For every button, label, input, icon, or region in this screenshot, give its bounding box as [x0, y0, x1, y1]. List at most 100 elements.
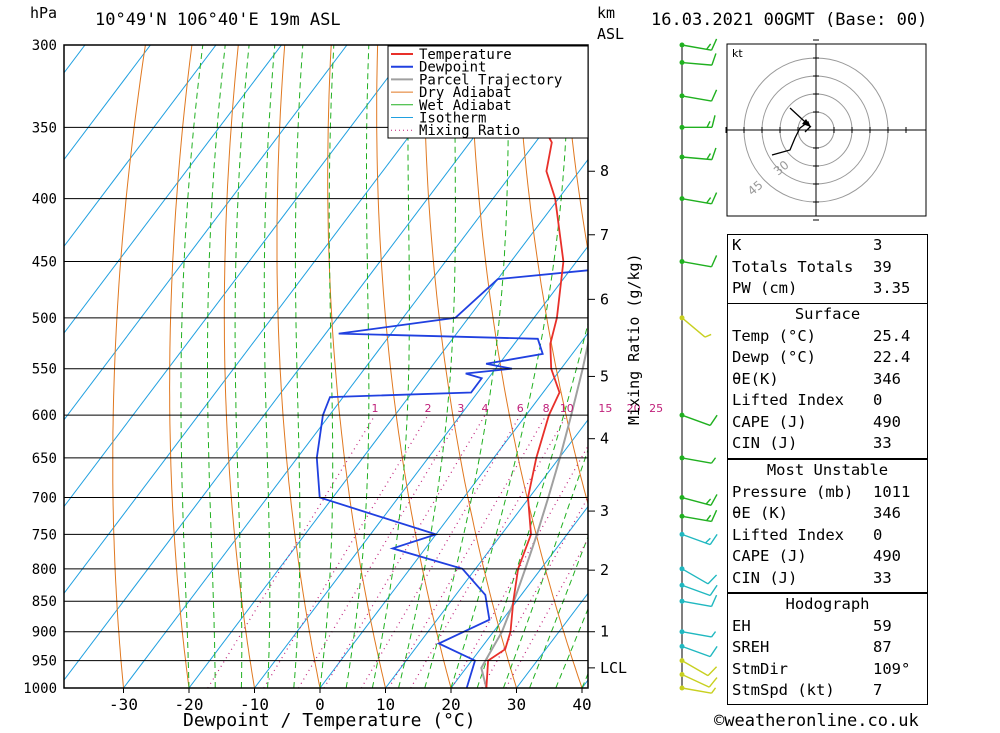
pressure-tick-label: 450	[32, 255, 57, 271]
wet-adiabat-line	[263, 45, 276, 688]
isotherm-line	[319, 332, 588, 688]
isotherm-line	[64, 45, 479, 595]
km-tick-label: 2	[600, 561, 609, 579]
pressure-tick-label: 650	[32, 451, 57, 467]
plot-frame	[63, 44, 589, 689]
wind-barb-flag	[710, 594, 718, 607]
mixing-ratio-line	[505, 537, 588, 688]
km-tick-label: 3	[600, 502, 609, 520]
surface-row: θE(K) 346	[732, 369, 901, 388]
km-tick-label: 4	[600, 430, 609, 448]
credit-link[interactable]: ©weatheronline.co.uk	[714, 711, 919, 731]
dry-adiabat-line	[376, 45, 452, 688]
hodo-row: EH 59	[732, 616, 892, 635]
mu-row: Pressure (mb) 1011	[732, 482, 911, 501]
wind-barb-dot	[679, 93, 685, 99]
wind-barb-shaft	[681, 95, 712, 102]
hodograph-unit: kt	[732, 47, 743, 60]
wind-barb-shaft	[681, 61, 712, 66]
wind-barb-shaft	[681, 584, 711, 597]
pressure-tick-label: 700	[32, 491, 57, 507]
pressure-tick-label: 600	[32, 408, 57, 424]
wind-barb-shaft	[681, 414, 711, 427]
wind-barb-flag	[708, 677, 718, 688]
wind-barb-shaft	[681, 533, 711, 546]
wind-barb-flag	[706, 121, 711, 128]
wind-barb-flag	[707, 574, 718, 585]
isotherm-line	[188, 158, 588, 688]
pressure-tick-label: 350	[32, 120, 57, 136]
legend-label: Dewpoint	[419, 60, 486, 76]
dewpoint-profile	[315, 269, 588, 688]
wind-barb-flag	[710, 457, 717, 464]
surface-title: Surface	[794, 305, 861, 323]
hodo-row: SREH 87	[732, 638, 892, 656]
surface-table: Surface Temp (°C) 25.4 Dewp (°C) 22.4 θE(K…	[727, 303, 928, 459]
wind-barb-dot	[679, 315, 685, 321]
hodograph-title: Hodograph	[785, 595, 870, 613]
pressure-tick-label: 1000	[23, 681, 57, 697]
wind-barb-dot	[679, 629, 685, 635]
wind-barb-flag	[705, 498, 712, 505]
pressure-tick-label: 550	[32, 362, 57, 378]
wind-barb-flag	[709, 584, 718, 596]
legend-label: Parcel Trajectory	[419, 72, 562, 88]
mixing-ratio-line	[263, 414, 429, 688]
wind-barb-dot	[679, 598, 685, 604]
legend-label: Dry Adiabat	[419, 85, 512, 101]
asl-unit-label: ASL	[597, 25, 625, 43]
isotherm-line	[64, 45, 413, 508]
wind-barb-dot	[679, 495, 685, 501]
wind-barb-dot	[679, 196, 685, 202]
wind-barb-flag	[711, 53, 717, 66]
wet-adiabat-line	[371, 45, 410, 688]
wind-barb-flag	[710, 192, 718, 205]
mixing-ratio-label: 2	[425, 402, 432, 415]
km-tick-label: 7	[600, 226, 609, 244]
wind-barb-flag	[710, 38, 718, 51]
surface-row: Lifted Index 0	[732, 391, 883, 409]
wet-adiabat-line	[180, 45, 204, 688]
dry-adiabat-line	[470, 45, 583, 688]
temperature-profile	[485, 45, 565, 688]
dry-adiabat-line	[562, 45, 588, 254]
wind-barb-flag	[707, 666, 718, 677]
wind-barb-flag	[706, 43, 712, 50]
mu-row: CIN (J) 33	[732, 568, 892, 587]
most-unstable-title: Most Unstable	[766, 461, 889, 479]
wind-barb-flag	[710, 509, 718, 522]
temperature-tick-label: -30	[109, 695, 138, 714]
dry-adiabat-line	[935, 45, 1000, 688]
mixing-ratio-label: 6	[517, 402, 524, 415]
wind-barb-flag	[706, 197, 712, 204]
y-axis-label-mixing-ratio: Mixing Ratio (g/kg)	[625, 253, 643, 425]
wet-adiabat-line	[293, 45, 304, 688]
wet-adiabat-line	[555, 607, 588, 688]
mixing-ratio-label: 10	[560, 402, 574, 415]
x-axis-label: Dewpoint / Temperature (°C)	[183, 710, 476, 731]
pressure-tick-label: 300	[32, 38, 57, 54]
km-tick-label: LCL	[600, 659, 627, 677]
wind-barb-shaft	[681, 600, 712, 608]
mixing-ratio-line	[451, 444, 588, 688]
wind-barb-shaft	[681, 568, 709, 585]
wind-barb-dot	[679, 455, 685, 461]
wind-barb-flag	[704, 333, 712, 338]
km-tick-label: 6	[600, 290, 609, 308]
mixing-ratio-label: 25	[649, 402, 663, 415]
mixing-ratio-label: 3	[457, 402, 464, 415]
wind-barb-dot	[679, 531, 685, 537]
wind-barb-flag	[709, 645, 718, 658]
pressure-tick-label: 900	[32, 625, 57, 641]
temperature-tick-label: 20	[441, 695, 460, 714]
mu-row: Lifted Index 0	[732, 525, 883, 544]
legend-label: Isotherm	[419, 111, 486, 127]
temperature-tick-label: 40	[572, 695, 591, 714]
temperature-tick-label: -20	[175, 695, 204, 714]
wind-barb-shaft	[681, 645, 711, 658]
pressure-unit-label: hPa	[30, 4, 58, 22]
wind-barb-shaft	[681, 687, 712, 694]
